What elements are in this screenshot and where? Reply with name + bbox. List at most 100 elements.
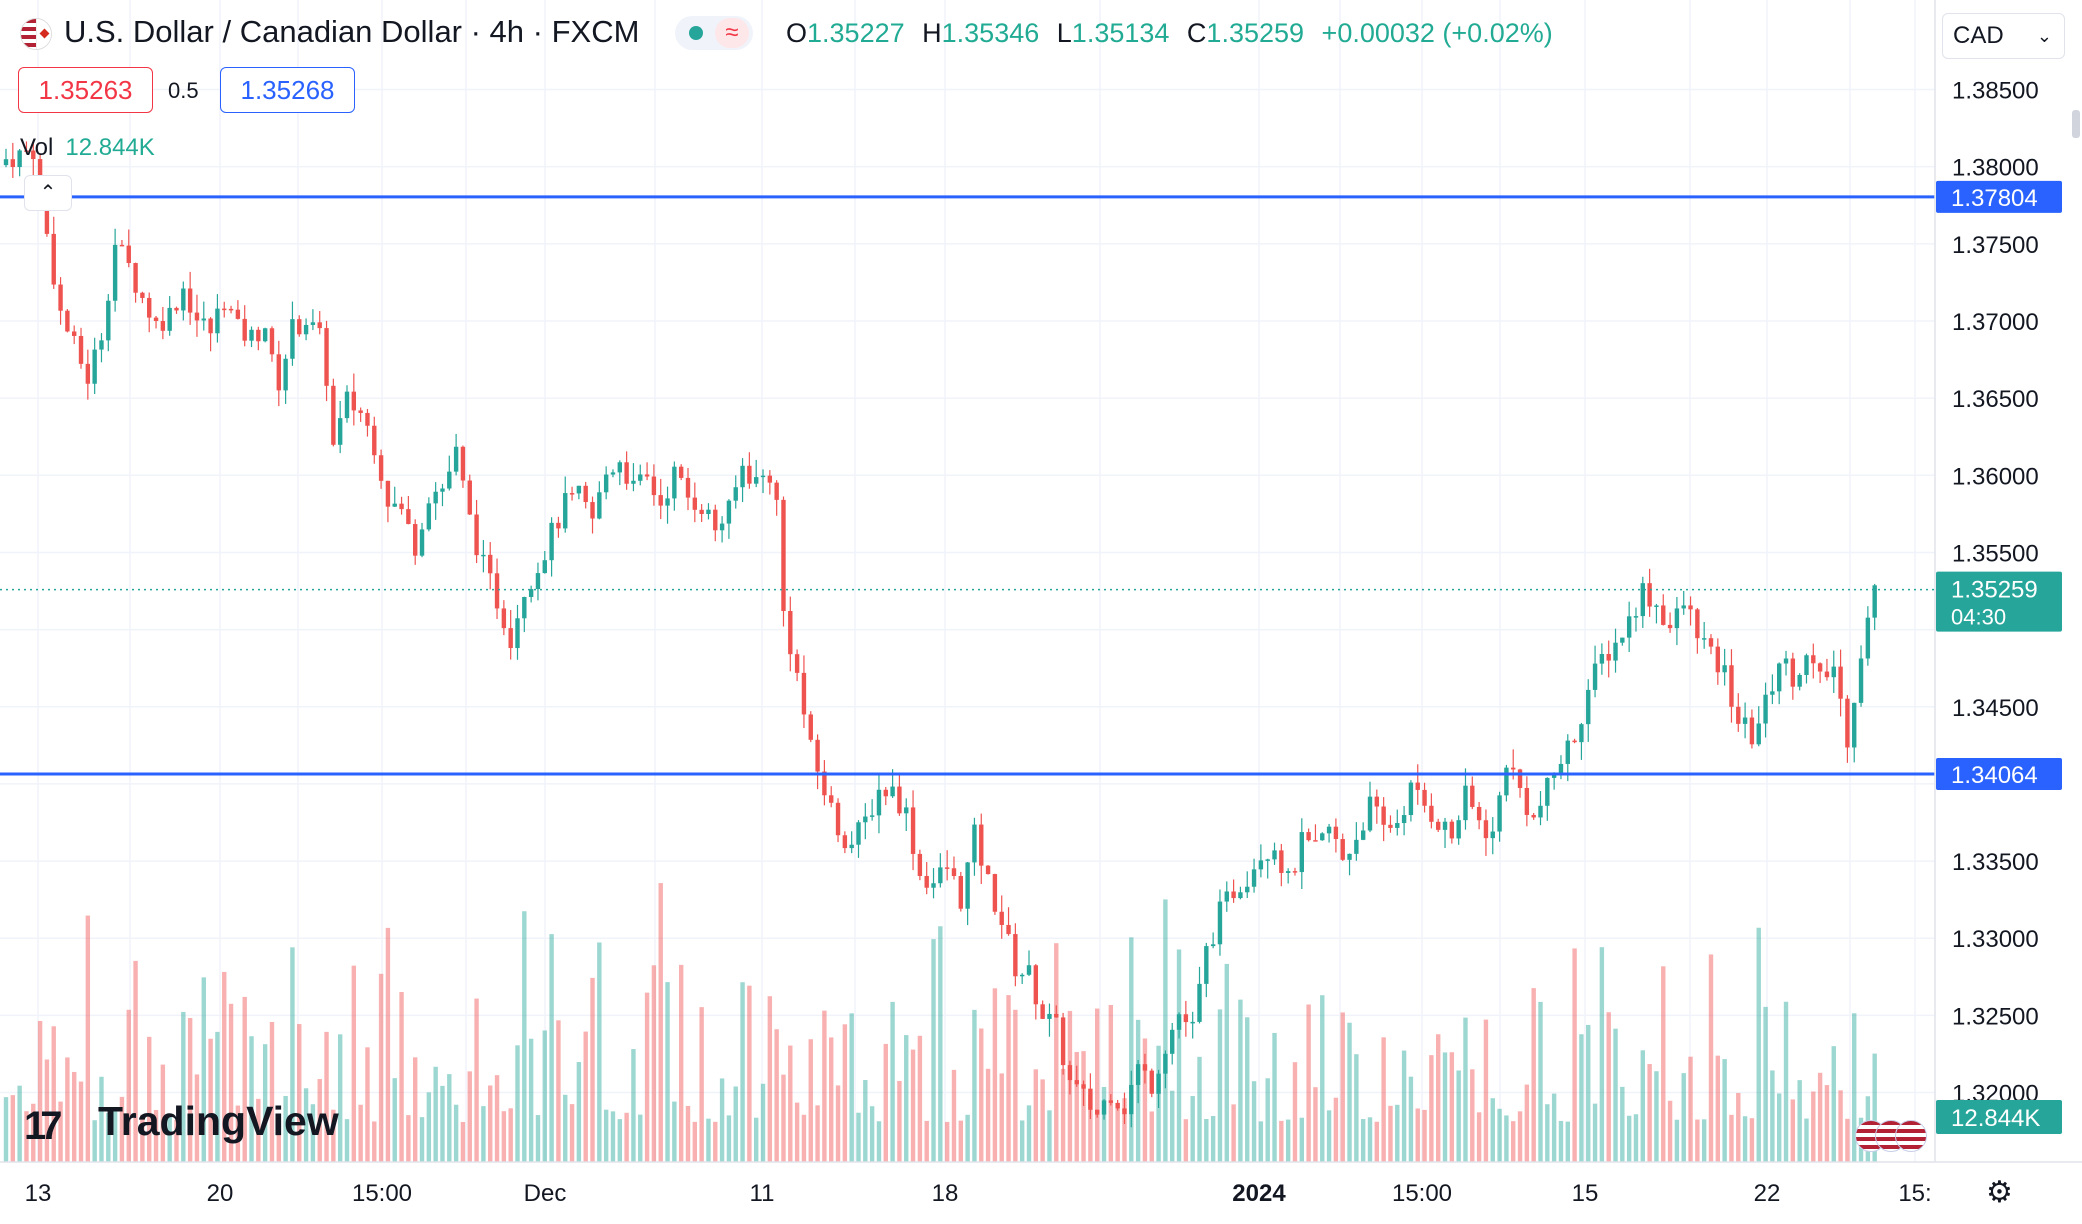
time-axis[interactable]: 13 20 15:00 Dec 11 18 2024 15:00 15 22 15: (25, 1180, 1932, 1207)
volume-bar (515, 1045, 520, 1162)
volume-bar (1804, 1118, 1809, 1162)
candle-body (92, 349, 97, 384)
volume-bar (119, 1096, 125, 1162)
horizontal-levels[interactable] (0, 195, 1935, 776)
candle-body (112, 244, 118, 301)
volume-bar (897, 1080, 902, 1162)
candle-body (297, 319, 302, 335)
volume-bar (494, 1075, 500, 1162)
sell-price-button[interactable]: 1.35263 (18, 67, 153, 113)
candle-body (440, 488, 445, 492)
volume-bar (1129, 937, 1134, 1162)
candle-body (985, 865, 991, 875)
volume-bar (167, 1115, 172, 1162)
candle-body (603, 474, 609, 493)
volume-bar (1640, 1050, 1645, 1162)
volume-bar (1333, 1097, 1339, 1162)
x-tick-label: 22 (1754, 1180, 1781, 1207)
volume-bar (1681, 1073, 1686, 1162)
volume-bar (1606, 1012, 1611, 1162)
candle-body (1258, 860, 1264, 870)
candle-body (1333, 826, 1339, 840)
volume-bar (290, 947, 295, 1162)
chevron-up-icon[interactable]: ⌃ (24, 175, 72, 211)
volume-bar (1872, 1053, 1877, 1162)
candle-body (1463, 785, 1468, 821)
candle-body (324, 328, 329, 386)
symbol-title[interactable]: U.S. Dollar / Canadian Dollar · 4h · FXC… (64, 14, 640, 49)
volume-bar (1388, 1105, 1393, 1162)
level-badge-label: 1.34064 (1951, 762, 2038, 789)
candle-body (590, 502, 595, 519)
volume-bar (140, 1114, 145, 1162)
candle-body (303, 324, 309, 335)
volume-bar (1204, 1118, 1209, 1162)
candle-body (638, 474, 643, 481)
candle-body (126, 245, 131, 264)
volume-bar (106, 1112, 111, 1162)
volume-bar (944, 1121, 950, 1162)
volume-bar (58, 1101, 63, 1162)
candle-body (1067, 1065, 1073, 1081)
low-label: L (1056, 18, 1072, 48)
volume-bar (733, 1086, 738, 1162)
axis-scrollbar[interactable] (2072, 110, 2080, 138)
candle-body (65, 310, 70, 332)
candle-body (944, 867, 950, 869)
volume-label: Vol (20, 134, 54, 161)
volume-bar (528, 1038, 534, 1162)
chart-grid (0, 0, 1935, 1162)
candle-body (99, 340, 104, 350)
candle-body (1701, 638, 1707, 640)
candle-body (1436, 821, 1441, 830)
buy-price-button[interactable]: 1.35268 (220, 67, 355, 113)
candle-body (1245, 886, 1250, 893)
candle-body (467, 480, 472, 515)
candle-body (3, 159, 9, 166)
volume-bar (1149, 1111, 1154, 1162)
candle-body (1285, 871, 1291, 873)
candle-body (931, 883, 936, 888)
candle-body (808, 714, 813, 740)
candle-body (331, 385, 336, 445)
volume-bar (1456, 1070, 1461, 1162)
volume-bar (153, 1110, 159, 1162)
candle-body (754, 477, 759, 484)
candle-body (1770, 691, 1775, 695)
volume-bar (1476, 1112, 1482, 1162)
volume-bar (822, 1010, 827, 1162)
volume-bar (426, 1092, 432, 1162)
market-status-pill[interactable]: ≈ (675, 16, 753, 50)
candle-body (631, 480, 636, 484)
volume-bar (965, 1114, 970, 1162)
currency-select[interactable]: CAD ⌄ (1942, 13, 2065, 59)
volume-bar (372, 1121, 377, 1162)
volume-bar (1531, 988, 1536, 1162)
candle-body (140, 292, 145, 298)
candle-body (740, 465, 745, 488)
candle-body (1599, 654, 1605, 664)
volume-bar (644, 992, 650, 1162)
price-axis[interactable]: 1.38500 1.38000 1.37500 1.37000 1.36500 1.360… (1952, 78, 2039, 1108)
volume-bar (1797, 1080, 1802, 1162)
volume-bar (713, 1121, 718, 1162)
candle-body (1217, 901, 1223, 945)
volume-bar (1626, 1115, 1632, 1162)
candle-body (1088, 1088, 1093, 1110)
candle-body (1470, 785, 1475, 807)
volume-bar (1101, 1086, 1107, 1162)
volume-bar (685, 1105, 691, 1162)
candle-body (1742, 717, 1748, 724)
candle-body (208, 318, 213, 334)
candle-body (215, 308, 220, 334)
candle-body (262, 328, 268, 342)
volume-bar (1831, 1046, 1836, 1162)
candle-body (1858, 658, 1864, 703)
last-price-label: 1.35259 (1951, 577, 2038, 604)
volume-bar (1299, 1117, 1304, 1162)
volume-bar (1190, 1096, 1195, 1162)
candle-body (51, 233, 56, 285)
gear-icon[interactable]: ⚙ (1986, 1176, 2013, 1209)
